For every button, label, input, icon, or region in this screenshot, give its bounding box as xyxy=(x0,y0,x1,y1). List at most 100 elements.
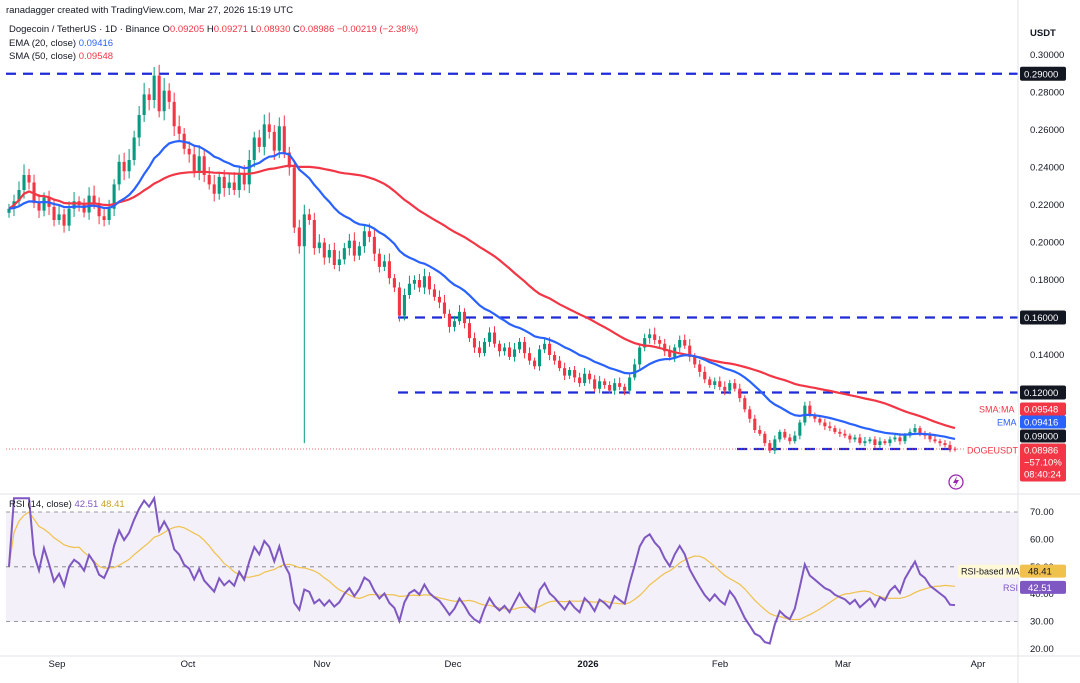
candle-body xyxy=(37,203,41,211)
rsi-ma-tag-name: RSI-based MA xyxy=(961,567,1020,577)
candle-body xyxy=(763,433,767,444)
price-tag-value: 0.09000 xyxy=(1024,432,1058,443)
candle-body xyxy=(112,184,116,209)
candle-body xyxy=(207,175,211,185)
candle-body xyxy=(703,371,707,380)
candle-body xyxy=(838,431,842,434)
rsi-pane[interactable] xyxy=(6,495,1018,645)
quote-currency[interactable]: USDT xyxy=(1030,28,1056,39)
lightning-icon xyxy=(948,474,964,490)
candle-body xyxy=(933,439,937,442)
candle-body xyxy=(633,364,637,378)
level-tag xyxy=(1020,385,1066,400)
price-tag-name: SMA:MA xyxy=(979,405,1015,415)
price-tick-label: 0.26000 xyxy=(1030,125,1064,136)
candle-body xyxy=(397,287,401,316)
candle-body xyxy=(142,94,146,115)
candle-body xyxy=(753,418,757,430)
candle-body xyxy=(22,175,26,190)
candle-body xyxy=(723,386,727,391)
level-tag xyxy=(1020,310,1066,325)
level-tag-label: 0.16000 xyxy=(1024,313,1058,324)
candle-body xyxy=(863,441,867,444)
candle-body xyxy=(302,214,306,247)
candle-body xyxy=(177,126,181,134)
candle-body xyxy=(92,195,96,204)
price-tick-label: 0.18000 xyxy=(1030,275,1064,286)
candle-body xyxy=(823,422,827,427)
candle-body xyxy=(793,435,797,442)
candle-body xyxy=(307,214,311,220)
ema-legend[interactable]: EMA (20, close) 0.09416 xyxy=(9,38,113,50)
price-tag-name: EMA xyxy=(997,418,1017,428)
candle-body xyxy=(27,175,31,183)
price-tick-label: 0.22000 xyxy=(1030,200,1064,211)
candle-body xyxy=(187,148,191,155)
candle-body xyxy=(598,381,602,389)
candle-body xyxy=(638,347,642,365)
rsi-tag-value: 42.51 xyxy=(1028,583,1052,594)
candle-body xyxy=(137,115,141,138)
candle-body xyxy=(392,278,396,288)
open-value: 0.09205 xyxy=(169,24,205,35)
candle-body xyxy=(558,360,562,369)
candle-body xyxy=(527,353,532,361)
candle-body xyxy=(267,124,271,132)
candle-body xyxy=(162,90,166,112)
candle-body xyxy=(583,373,587,384)
rsi-tick-label: 60.00 xyxy=(1030,534,1054,545)
rsi-ma-tag-name-bg xyxy=(958,564,1020,578)
rsi-ma-tag-bg xyxy=(1020,564,1066,578)
price-tag-change: −57.10% xyxy=(1024,458,1062,469)
price-tag-bg xyxy=(1020,443,1066,482)
candle-body xyxy=(17,190,21,202)
price-tag-name-bg xyxy=(964,443,1018,457)
candle-body xyxy=(42,197,46,211)
candle-body xyxy=(202,156,206,175)
price-tag-name: DOGEUSDT xyxy=(967,446,1019,456)
price-tick-label: 0.30000 xyxy=(1030,50,1064,61)
candle-body xyxy=(568,370,572,376)
candle-body xyxy=(57,214,61,220)
time-axis[interactable]: Sep Oct Nov Dec 2026 Feb Mar Apr xyxy=(0,655,1080,670)
price-tick-label: 0.24000 xyxy=(1030,163,1064,174)
candle-body xyxy=(127,160,131,172)
candle-body xyxy=(648,334,652,339)
candle-body xyxy=(833,428,837,432)
candle-body xyxy=(573,370,577,378)
candle-body xyxy=(543,343,547,350)
candle-body xyxy=(693,356,697,365)
candle-body xyxy=(943,443,947,445)
close-value: 0.08986 xyxy=(299,24,335,35)
candle-body xyxy=(868,439,872,442)
symbol-name[interactable]: Dogecoin / TetherUS · 1D · Binance xyxy=(9,24,160,35)
candle-body xyxy=(848,435,852,440)
close-label: C xyxy=(293,24,300,35)
candle-body xyxy=(277,126,281,151)
time-tick-label: 2026 xyxy=(577,659,598,670)
rsi-ma-legend-value: 48.41 xyxy=(100,499,125,510)
candle-body xyxy=(7,208,11,213)
candle-body xyxy=(588,373,592,380)
candle-body xyxy=(282,126,286,153)
candle-body xyxy=(843,433,847,436)
price-pane[interactable] xyxy=(6,64,1018,490)
rsi-legend[interactable]: RSI (14, close) 42.51 48.41 xyxy=(9,499,125,510)
price-tick-label: 0.14000 xyxy=(1030,350,1064,361)
candle-body xyxy=(913,428,917,432)
candle-body xyxy=(748,409,752,419)
candle-body xyxy=(427,276,431,290)
candle-body xyxy=(382,261,386,267)
candle-body xyxy=(297,227,301,247)
candle-body xyxy=(698,364,702,372)
candle-body xyxy=(257,137,261,147)
sma-legend[interactable]: SMA (50, close) 0.09548 xyxy=(9,51,113,63)
candle-body xyxy=(883,441,887,444)
price-tag-bg xyxy=(1020,415,1066,429)
candle-body xyxy=(262,124,266,147)
candle-body xyxy=(728,383,732,391)
candle-body xyxy=(538,349,542,367)
candle-body xyxy=(212,184,216,194)
